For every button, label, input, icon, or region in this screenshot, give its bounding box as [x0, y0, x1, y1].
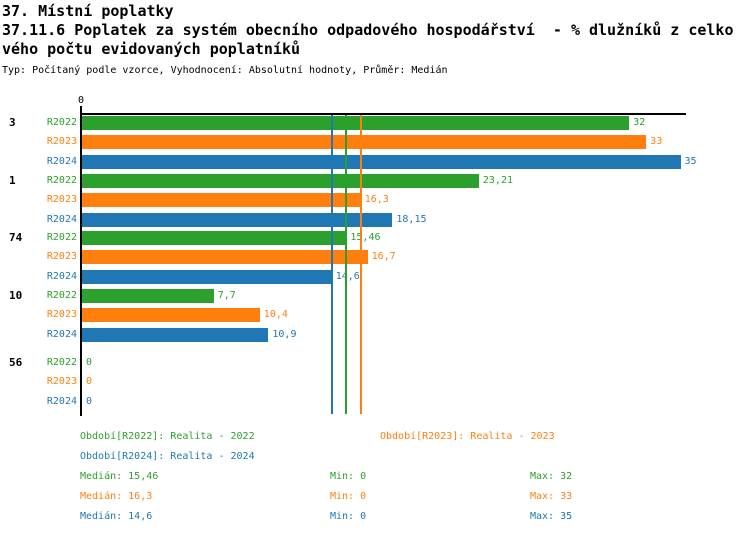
stat-max: Max: 32: [530, 471, 573, 482]
y-axis-line: [80, 113, 82, 416]
group-label: 3: [9, 116, 16, 129]
stat-min: Min: 0: [330, 491, 367, 502]
bar-row-label: R2024: [46, 395, 77, 407]
bar: [82, 154, 681, 169]
bar-value-label: 18,15: [396, 213, 427, 225]
bar: [82, 116, 630, 130]
stat-median: Medián: 16,3: [80, 491, 153, 502]
bar-value-label: 10,4: [263, 309, 288, 321]
page-title: 37. Místní poplatky: [2, 2, 174, 20]
legend-period-entry: Období[R2022]: Realita - 2022: [80, 431, 255, 442]
median-line: [345, 115, 348, 414]
bar-value-label: 33: [650, 136, 663, 148]
bar-value-label: 16,7: [371, 251, 396, 263]
bar: [82, 174, 479, 188]
bar-row-label: R2023: [46, 194, 77, 206]
bar-value-label: 14,6: [335, 270, 360, 282]
median-line: [330, 115, 333, 414]
bar-value-label: 32: [633, 117, 646, 128]
stat-min: Min: 0: [330, 511, 367, 522]
legend-period-entry: Období[R2023]: Realita - 2023: [380, 431, 555, 442]
bar-row-label: R2022: [46, 290, 77, 301]
chart-meta-info: Typ: Počítaný podle vzorce, Vyhodnocení:…: [2, 65, 448, 76]
bar: [82, 308, 260, 323]
bar-row-label: R2024: [46, 328, 77, 340]
bar-value-label: 7,7: [217, 290, 236, 301]
group-label: 74: [9, 231, 23, 244]
bar-row-label: R2023: [46, 309, 77, 321]
stat-median: Medián: 14,6: [80, 511, 153, 522]
bar-value-label: 0: [86, 376, 93, 388]
origin-tick-label: 0: [77, 95, 85, 106]
stat-median: Medián: 15,46: [80, 471, 159, 482]
median-line: [359, 115, 362, 414]
bar-row-label: R2023: [46, 136, 77, 148]
bar-value-label: 23,21: [482, 175, 513, 186]
bar-row-label: R2023: [46, 251, 77, 263]
bar: [82, 269, 332, 284]
bar-row-label: R2022: [46, 357, 77, 368]
chart-subtitle-line1: 37.11.6 Poplatek za systém obecního odpa…: [2, 21, 734, 39]
stat-min: Min: 0: [330, 471, 367, 482]
bar-value-label: 35: [684, 155, 697, 167]
bar: [82, 327, 269, 342]
bar: [82, 212, 393, 227]
bar: [82, 193, 361, 208]
chart-subtitle-line2: vého počtu evidovaných poplatníků: [2, 40, 301, 58]
bar-row-label: R2022: [46, 117, 77, 128]
bar-row-label: R2022: [46, 232, 77, 243]
bar-value-label: 0: [86, 357, 93, 368]
group-label: 56: [9, 356, 23, 369]
stat-max: Max: 35: [530, 511, 573, 522]
bar: [82, 250, 368, 265]
bar-row-label: R2022: [46, 175, 77, 186]
bar-row-label: R2024: [46, 155, 77, 167]
bar: [82, 135, 647, 150]
bar: [82, 231, 347, 245]
x-axis-line: [80, 113, 686, 115]
bar-value-label: 10,9: [272, 328, 297, 340]
origin-tick: [80, 106, 82, 113]
bar-row-label: R2024: [46, 270, 77, 282]
group-label: 1: [9, 174, 16, 187]
bar-value-label: 0: [86, 395, 93, 407]
bar-value-label: 15,46: [350, 232, 381, 243]
legend-period-entry: Období[R2024]: Realita - 2024: [80, 451, 255, 462]
bar-value-label: 16,3: [364, 194, 389, 206]
bar-row-label: R2024: [46, 213, 77, 225]
stat-max: Max: 33: [530, 491, 573, 502]
bar: [82, 289, 214, 303]
group-label: 10: [9, 289, 23, 302]
bar-row-label: R2023: [46, 376, 77, 388]
